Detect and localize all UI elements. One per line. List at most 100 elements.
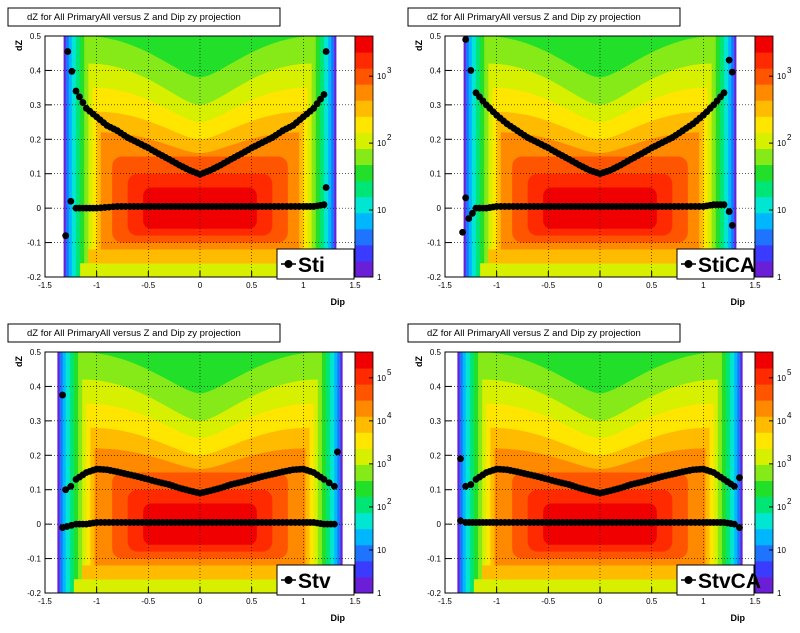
z-tick-label: 10 — [777, 206, 786, 215]
y-tick-label: 0.5 — [30, 348, 42, 357]
color-scale-bin — [355, 148, 373, 166]
data-point — [322, 184, 330, 191]
x-tick-label: 1.5 — [749, 281, 761, 290]
color-scale-bin — [355, 164, 373, 182]
color-scale-bin — [755, 228, 773, 246]
color-scale-bin — [755, 576, 773, 594]
y-tick-label: -0.2 — [27, 273, 41, 282]
color-scale-bin — [755, 84, 773, 101]
data-point — [462, 194, 470, 202]
x-tick-label: -1 — [93, 281, 101, 290]
legend-marker — [684, 576, 693, 584]
y-tick-label: 0.4 — [430, 382, 442, 391]
data-point — [325, 479, 333, 487]
z-tick-label: 10 — [377, 460, 386, 469]
chart-panel-4: dZ for All PrimaryAll versus Z and Dip z… — [407, 323, 792, 623]
data-point — [465, 215, 473, 222]
legend: Stv — [276, 564, 355, 596]
x-axis-label: Dip — [731, 613, 746, 623]
z-tick-label: 10 — [377, 139, 386, 148]
color-scale-bin — [355, 228, 373, 246]
z-tick-exponent: 4 — [387, 411, 392, 420]
y-tick-label: 0.5 — [30, 32, 42, 41]
x-axis-label: Dip — [331, 613, 346, 623]
z-tick-label: 10 — [377, 417, 386, 426]
y-tick-label: 0 — [37, 520, 42, 529]
color-scale-frame — [754, 35, 774, 278]
color-scale-bin — [755, 368, 773, 385]
x-tick-label: -1.5 — [438, 597, 452, 606]
y-tick-label: 0.1 — [430, 170, 442, 179]
x-tick-label: 1 — [701, 597, 706, 606]
color-scale-bin — [355, 84, 373, 101]
color-scale-bin — [755, 384, 773, 401]
chart-title: dZ for All PrimaryAll versus Z and Dip z… — [427, 328, 641, 339]
color-scale-bin — [755, 432, 773, 449]
y-tick-label: 0.1 — [30, 486, 42, 495]
data-point — [728, 221, 736, 229]
color-scale-bin — [755, 132, 773, 149]
z-tick-label: 10 — [777, 374, 786, 383]
x-axis-label: Dip — [331, 297, 346, 307]
data-point — [320, 475, 328, 483]
data-point — [468, 209, 476, 217]
color-scale-bin — [355, 196, 373, 214]
color-scale-bin — [355, 528, 373, 546]
data-point — [62, 486, 70, 494]
data-point — [725, 56, 733, 64]
z-tick-label: 10 — [377, 374, 386, 383]
z-tick-exponent: 2 — [787, 133, 792, 142]
data-point — [725, 208, 733, 215]
x-tick-label: 0.5 — [246, 281, 258, 290]
legend-label: StvCA — [698, 570, 761, 593]
color-scale-bin — [355, 384, 373, 401]
z-tick-exponent: 2 — [387, 133, 392, 142]
data-point — [736, 524, 743, 531]
x-tick-label: 1.5 — [749, 597, 761, 606]
color-scale-bin — [355, 260, 373, 278]
z-tick-exponent: 3 — [787, 66, 792, 75]
series-mean — [459, 194, 736, 236]
data-point — [67, 197, 75, 205]
data-point — [462, 36, 470, 43]
x-tick-label: 1 — [301, 281, 306, 290]
title-box — [407, 7, 681, 27]
y-tick-label: 0.4 — [30, 66, 42, 75]
z-tick-exponent: 2 — [787, 497, 792, 506]
y-tick-label: 0.3 — [30, 101, 42, 110]
x-tick-label: -1.5 — [38, 281, 52, 290]
y-tick-label: 0.2 — [430, 135, 442, 144]
z-tick-label: 10 — [777, 72, 786, 81]
x-tick-label: -1.5 — [38, 597, 52, 606]
color-scale-bin — [355, 560, 373, 578]
data-point — [457, 455, 464, 463]
color-scale-bin — [355, 116, 373, 133]
y-axis-label: dZ — [414, 356, 424, 367]
x-tick-label: 0.5 — [646, 597, 658, 606]
z-tick-exponent: 3 — [787, 454, 792, 463]
chart-panel-3: dZ for All PrimaryAll versus Z and Dip z… — [7, 323, 392, 623]
color-scale-bin — [755, 68, 773, 85]
y-tick-label: 0.3 — [30, 417, 42, 426]
data-point — [76, 93, 83, 101]
x-tick-label: 0 — [598, 281, 603, 290]
x-tick-label: 0.5 — [646, 281, 658, 290]
chart-panel-2: dZ for All PrimaryAll versus Z and Dip z… — [407, 7, 792, 307]
color-scale-bin — [755, 180, 773, 198]
data-point — [334, 448, 341, 456]
x-tick-label: -0.5 — [541, 597, 555, 606]
color-scale-bin — [755, 480, 773, 498]
y-axis-label: dZ — [414, 40, 424, 51]
color-scale-bin — [355, 416, 373, 433]
y-tick-label: 0.3 — [430, 101, 442, 110]
color-scale-bin — [355, 180, 373, 198]
x-tick-label: 0 — [198, 597, 203, 606]
color-scale-bin — [755, 52, 773, 69]
data-point — [736, 474, 743, 482]
x-tick-label: 1 — [701, 281, 706, 290]
y-axis-label: dZ — [14, 40, 24, 51]
color-scale-bin — [755, 464, 773, 482]
